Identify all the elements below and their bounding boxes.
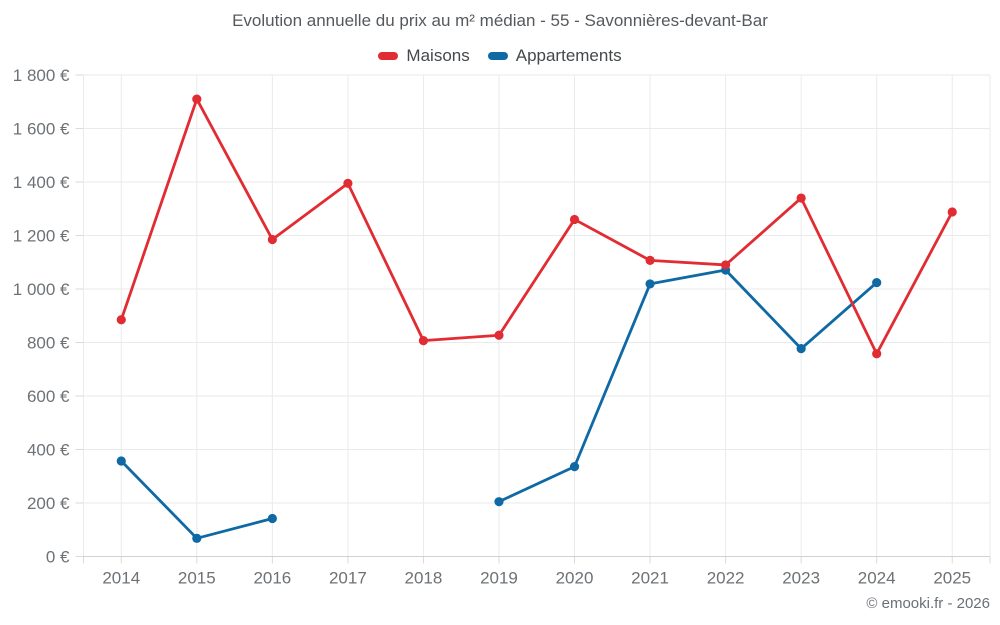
legend-item-appartements[interactable]: Appartements	[487, 46, 622, 66]
svg-text:2024: 2024	[858, 569, 896, 588]
copyright-text: © emooki.fr - 2026	[866, 595, 990, 612]
svg-text:2016: 2016	[253, 569, 291, 588]
svg-text:2015: 2015	[178, 569, 216, 588]
svg-text:2017: 2017	[329, 569, 367, 588]
svg-text:2025: 2025	[933, 569, 971, 588]
svg-text:600 €: 600 €	[27, 387, 70, 406]
legend-label-appartements: Appartements	[515, 46, 622, 65]
svg-text:0 €: 0 €	[46, 548, 70, 567]
svg-text:800 €: 800 €	[27, 334, 70, 353]
svg-text:2022: 2022	[707, 569, 745, 588]
svg-text:2023: 2023	[782, 569, 820, 588]
legend-label-maisons: Maisons	[406, 46, 470, 65]
svg-text:2018: 2018	[405, 569, 443, 588]
svg-text:1 200 €: 1 200 €	[13, 227, 70, 246]
svg-text:1 400 €: 1 400 €	[13, 173, 70, 192]
svg-text:1 600 €: 1 600 €	[13, 120, 70, 139]
svg-text:2021: 2021	[631, 569, 669, 588]
svg-text:1 000 €: 1 000 €	[13, 280, 70, 299]
svg-text:400 €: 400 €	[27, 441, 70, 460]
svg-text:2014: 2014	[102, 569, 140, 588]
chart-legend: Maisons Appartements	[0, 46, 1000, 66]
legend-swatch-maisons-icon	[378, 52, 399, 60]
legend-swatch-appartements-icon	[487, 52, 508, 60]
svg-text:2019: 2019	[480, 569, 518, 588]
legend-item-maisons[interactable]: Maisons	[378, 46, 470, 66]
chart-title: Evolution annuelle du prix au m² médian …	[232, 11, 768, 30]
svg-text:2020: 2020	[556, 569, 594, 588]
svg-text:200 €: 200 €	[27, 494, 70, 513]
svg-text:1 800 €: 1 800 €	[13, 66, 70, 85]
